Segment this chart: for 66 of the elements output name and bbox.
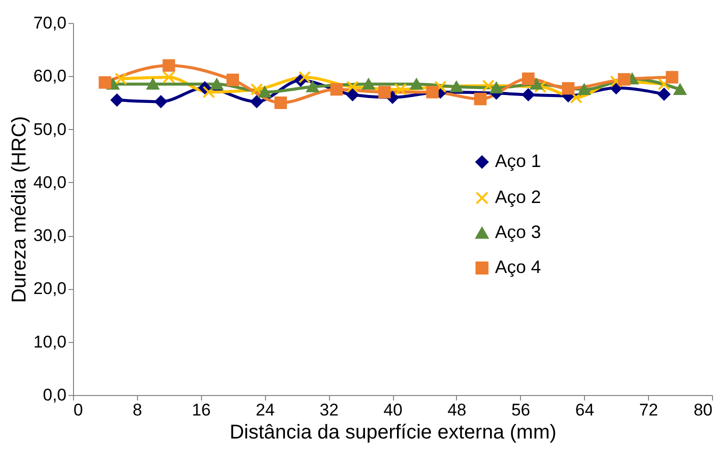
legend-label: Aço 4: [495, 257, 542, 277]
point: [258, 86, 271, 98]
y-tick-label: 40,0: [33, 172, 66, 192]
point: [98, 76, 112, 89]
point: [658, 88, 670, 100]
y-tick-label: 20,0: [33, 279, 66, 298]
x-tick-label: 64: [575, 400, 594, 420]
point: [450, 81, 463, 92]
point: [250, 95, 263, 108]
point: [362, 78, 375, 90]
point: [426, 86, 439, 98]
point: [378, 86, 391, 98]
x-tick-label: 16: [192, 400, 211, 420]
point: [578, 84, 590, 95]
y-tick-label: 30,0: [33, 226, 66, 246]
point: [162, 59, 176, 72]
point: [114, 72, 128, 86]
point: [330, 83, 343, 96]
point: [610, 75, 622, 88]
point: [474, 92, 487, 106]
point: [534, 80, 547, 94]
x-tick-label: 40: [384, 400, 402, 420]
point: [410, 78, 423, 90]
point: [394, 83, 407, 96]
x-tick-label: 48: [447, 400, 466, 420]
legend-label: Aço 2: [495, 187, 542, 207]
point: [298, 70, 311, 84]
point: [110, 94, 124, 106]
point: [530, 78, 543, 90]
y-tick-label: 60,0: [33, 66, 66, 86]
legend-label: Aço 3: [495, 222, 542, 242]
point: [306, 81, 319, 92]
x-tick-label: 72: [639, 400, 658, 420]
point: [146, 78, 160, 90]
point: [162, 70, 176, 84]
point: [154, 95, 168, 108]
point: [346, 88, 359, 101]
x-tick-label: 8: [132, 400, 142, 420]
point: [202, 86, 216, 98]
point: [666, 70, 678, 84]
legend-label: Aço 1: [495, 151, 542, 171]
point: [482, 79, 495, 92]
y-axis-title: Dureza média (HRC): [8, 116, 30, 303]
x-tick-label: 80: [694, 400, 712, 420]
point: [522, 72, 535, 86]
point: [562, 82, 574, 95]
point: [346, 80, 359, 94]
point: [658, 78, 670, 90]
x-axis-title: Distância da superfície externa (mm): [230, 422, 556, 444]
y-tick-label: 70,0: [33, 14, 66, 32]
point: [618, 73, 630, 86]
y-tick-label: 10,0: [33, 332, 66, 352]
point: [226, 74, 239, 86]
x-tick-label: 0: [74, 400, 83, 420]
point: [250, 83, 263, 96]
point: [674, 84, 686, 95]
point: [522, 88, 535, 101]
y-tick-label: 0,0: [42, 386, 66, 404]
point: [274, 96, 287, 109]
point: [210, 78, 224, 90]
x-tick-label: 32: [320, 400, 339, 420]
x-tick-label: 24: [256, 400, 275, 420]
point: [490, 82, 503, 94]
x-tick-label: 56: [511, 400, 530, 420]
point: [434, 80, 447, 94]
y-tick-label: 50,0: [33, 120, 66, 139]
